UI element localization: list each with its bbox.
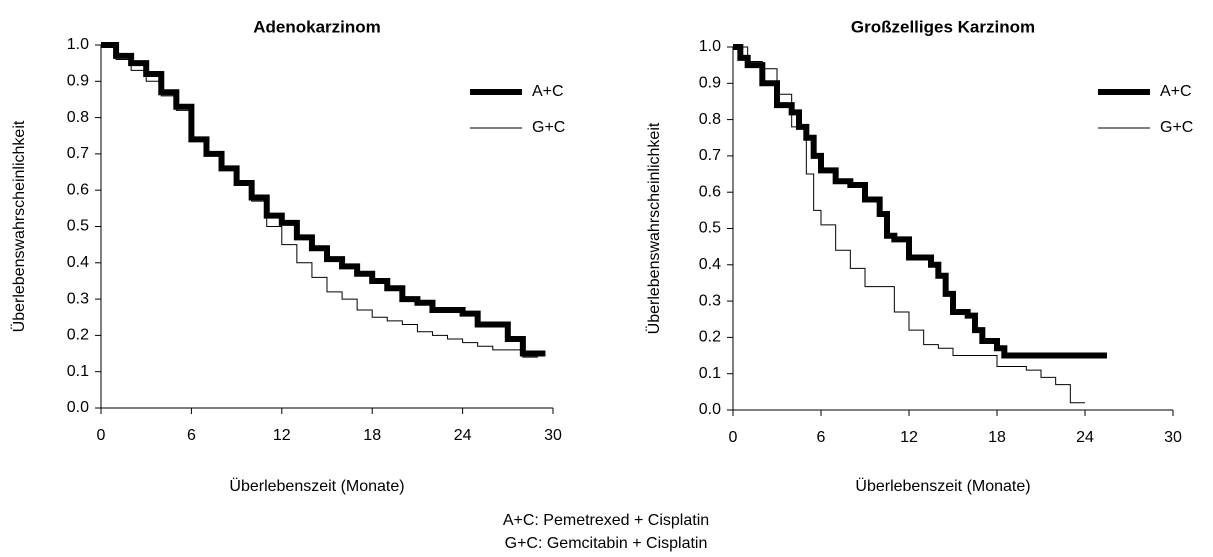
y-axis-label: Überlebenswahrscheinlichkeit bbox=[645, 122, 663, 334]
y-tick-label: 0.0 bbox=[699, 401, 721, 418]
survival-curve bbox=[101, 44, 538, 358]
footnote: G+C: Gemcitabin + Cisplatin bbox=[505, 535, 708, 552]
footnote: A+C: Pemetrexed + Cisplatin bbox=[503, 512, 709, 529]
y-tick-label: 0.4 bbox=[699, 256, 721, 273]
x-tick-label: 12 bbox=[273, 427, 291, 444]
y-tick-label: 0.8 bbox=[699, 111, 721, 128]
y-tick-label: 0.7 bbox=[67, 145, 89, 162]
x-tick-label: 6 bbox=[187, 427, 196, 444]
chart-title: Adenokarzinom bbox=[253, 17, 381, 36]
y-tick-label: 0.1 bbox=[699, 365, 721, 382]
y-tick-label: 1.0 bbox=[699, 38, 721, 55]
legend-label: G+C bbox=[532, 119, 565, 136]
x-tick-label: 12 bbox=[900, 429, 918, 446]
x-tick-label: 0 bbox=[97, 427, 106, 444]
y-tick-label: 0.5 bbox=[67, 218, 89, 235]
y-tick-label: 0.3 bbox=[67, 290, 89, 307]
x-axis-label: Überlebenszeit (Monate) bbox=[229, 477, 404, 495]
y-tick-label: 0.8 bbox=[67, 109, 89, 126]
y-tick-label: 0.6 bbox=[699, 183, 721, 200]
legend-label: A+C bbox=[1160, 83, 1192, 100]
y-tick-label: 0.9 bbox=[67, 73, 89, 90]
y-tick-label: 0.1 bbox=[67, 363, 89, 380]
x-tick-label: 18 bbox=[363, 427, 381, 444]
x-tick-label: 30 bbox=[544, 427, 562, 444]
y-tick-label: 1.0 bbox=[67, 36, 89, 53]
survival-curve bbox=[101, 42, 546, 357]
x-tick-label: 6 bbox=[817, 429, 826, 446]
x-tick-label: 30 bbox=[1164, 429, 1182, 446]
x-tick-label: 24 bbox=[454, 427, 472, 444]
survival-curve bbox=[733, 46, 1085, 404]
y-tick-label: 0.5 bbox=[699, 220, 721, 237]
survival-curve bbox=[733, 44, 1107, 359]
x-tick-label: 0 bbox=[729, 429, 738, 446]
x-tick-label: 18 bbox=[988, 429, 1006, 446]
y-tick-label: 0.3 bbox=[699, 292, 721, 309]
x-axis-label: Überlebenszeit (Monate) bbox=[855, 477, 1030, 495]
y-tick-label: 0.4 bbox=[67, 254, 89, 271]
y-axis-label: Überlebenswahrscheinlichkeit bbox=[10, 120, 28, 332]
x-tick-label: 24 bbox=[1076, 429, 1094, 446]
y-tick-label: 0.6 bbox=[67, 181, 89, 198]
y-tick-label: 0.7 bbox=[699, 147, 721, 164]
y-tick-label: 0.9 bbox=[699, 75, 721, 92]
chart-title: Großzelliges Karzinom bbox=[851, 17, 1035, 36]
y-tick-label: 0.2 bbox=[67, 327, 89, 344]
y-tick-label: 0.0 bbox=[67, 399, 89, 416]
legend-label: G+C bbox=[1160, 119, 1193, 136]
y-tick-label: 0.2 bbox=[699, 329, 721, 346]
legend-label: A+C bbox=[532, 83, 564, 100]
